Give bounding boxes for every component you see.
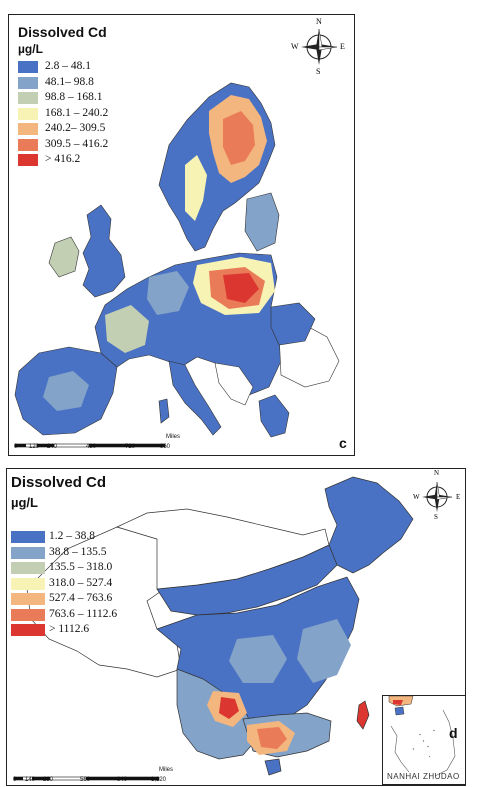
central-pale xyxy=(229,635,287,683)
legend-label: 309.5 – 416.2 xyxy=(45,137,109,150)
legend-swatch xyxy=(11,531,45,543)
balkans xyxy=(214,362,254,406)
legend-label: > 416.2 xyxy=(45,153,81,165)
east-coast-pale xyxy=(297,619,351,683)
china-map xyxy=(26,476,414,776)
compass-w-label: W xyxy=(291,42,299,51)
legend-swatch xyxy=(18,138,38,151)
scale-tick: 140 xyxy=(25,777,36,783)
china-map-panel: Dissolved Cd µg/L 1.2 – 38.8 38.8 – 135.… xyxy=(6,468,466,786)
hainan xyxy=(264,758,282,776)
scale-tick: 560 xyxy=(80,777,91,783)
guangxi-hotspot-red xyxy=(257,727,287,749)
italy xyxy=(168,360,222,436)
great-britain xyxy=(82,204,126,298)
legend-swatch xyxy=(11,546,45,559)
northern-outline xyxy=(116,508,330,590)
legend-swatch xyxy=(11,593,45,605)
legend-label: 135.5 – 318.0 xyxy=(49,561,113,573)
scale-unit: Miles xyxy=(159,767,174,773)
legend-swatch xyxy=(18,107,38,120)
panel-d-letter: d xyxy=(449,725,458,741)
scale-bar: 0 140 280 560 840 1,120 Miles xyxy=(13,767,174,785)
legend-label: 763.6 – 1112.6 xyxy=(49,607,118,620)
compass-s-label: S xyxy=(316,67,321,76)
greece xyxy=(258,394,290,438)
legend-swatch xyxy=(11,562,45,574)
legend-label: > 1112.6 xyxy=(49,623,90,635)
legend-label: 2.8 – 48.1 xyxy=(45,60,91,72)
panel-c-letter: c xyxy=(339,435,347,451)
europe-map xyxy=(14,82,340,438)
iberia-pale xyxy=(43,371,89,411)
compass-e-label: E xyxy=(340,42,345,51)
scale-tick: 0 xyxy=(14,444,18,450)
inset-label: NANHAI ZHUDAO xyxy=(387,772,460,781)
legend-label: 38.8 – 135.5 xyxy=(49,545,107,558)
compass-s-label: S xyxy=(434,513,438,521)
legend-swatch xyxy=(18,154,38,166)
legend-label: 168.1 – 240.2 xyxy=(45,106,109,119)
romania xyxy=(270,302,316,346)
scale-tick: 720 xyxy=(125,444,136,450)
sardinia xyxy=(158,398,170,424)
scale-tick: 0 xyxy=(13,777,17,783)
legend-label: 98.8 – 168.1 xyxy=(45,91,103,103)
yunnan-hotspot-red xyxy=(219,697,239,719)
legend-swatch xyxy=(11,577,45,590)
panel-d-title: Dissolved Cd xyxy=(11,474,107,491)
legend-swatch xyxy=(18,92,38,104)
compass-n-label: N xyxy=(434,469,440,477)
europe-map-panel: Dissolved Cd µg/L 2.8 – 48.1 48.1– 98.8 … xyxy=(8,14,355,456)
scale-tick: 280 xyxy=(43,777,54,783)
poland-hotspot-red xyxy=(223,273,259,303)
panel-c-title: Dissolved Cd xyxy=(18,24,107,40)
germany-pale xyxy=(147,271,189,315)
legend-label: 48.1– 98.8 xyxy=(45,75,94,88)
legend-swatch xyxy=(11,624,45,636)
compass-n-label: N xyxy=(316,17,322,26)
compass-e-label: E xyxy=(456,493,461,501)
finland-hotspot-red xyxy=(223,111,255,165)
legend-label: 527.4 – 763.6 xyxy=(49,592,113,604)
panel-d-unit: µg/L xyxy=(11,495,38,510)
legend-swatch xyxy=(11,608,45,621)
legend-label: 318.0 – 527.4 xyxy=(49,576,113,589)
northeast-china xyxy=(324,476,414,574)
scale-tick: 1,120 xyxy=(151,777,167,783)
compass-rose-icon: N S W E xyxy=(411,469,463,525)
france-pale xyxy=(105,305,149,353)
taiwan xyxy=(356,700,370,730)
scale-unit: Miles xyxy=(166,434,181,440)
legend-label: 1.2 – 38.8 xyxy=(49,530,95,542)
scale-bar: 0 120 240 480 720 960 Miles xyxy=(14,434,194,452)
scale-tick: 840 xyxy=(117,777,128,783)
sweden-pale xyxy=(185,155,207,221)
legend-swatch xyxy=(18,61,38,73)
legend-swatch xyxy=(18,123,38,135)
scale-tick: 120 xyxy=(29,444,40,450)
ireland xyxy=(48,236,80,278)
panel-c-unit: µg/L xyxy=(18,42,43,56)
compass-rose-icon: N S W E xyxy=(291,17,347,79)
legend-swatch xyxy=(18,76,38,89)
scale-tick: 480 xyxy=(86,444,97,450)
baltic-states xyxy=(244,192,280,252)
south-china-sea-inset: NANHAI ZHUDAO xyxy=(382,695,465,785)
compass-w-label: W xyxy=(413,493,420,501)
scale-tick: 960 xyxy=(160,444,171,450)
legend-label: 240.2– 309.5 xyxy=(45,122,106,134)
scale-tick: 240 xyxy=(47,444,58,450)
